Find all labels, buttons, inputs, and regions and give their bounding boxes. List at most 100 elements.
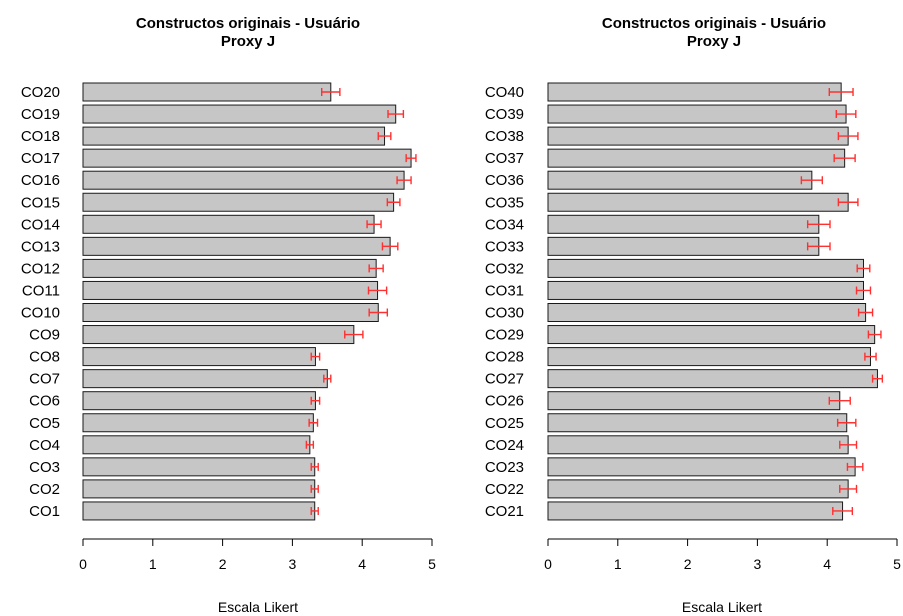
chart-title-line2: Proxy J — [221, 33, 275, 50]
category-label: CO3 — [29, 459, 60, 476]
error-bar-co21 — [832, 506, 854, 515]
category-label: CO17 — [21, 150, 60, 167]
error-bar-co13 — [381, 242, 399, 251]
error-bar-co7 — [323, 374, 332, 383]
error-bar-co26 — [828, 396, 851, 405]
category-label: CO22 — [485, 481, 524, 498]
category-label: CO28 — [485, 349, 524, 366]
bar-co34 — [547, 214, 820, 234]
error-bar-co25 — [836, 418, 857, 427]
bar-co11 — [82, 280, 379, 300]
bar-co17 — [82, 148, 412, 168]
category-label: CO39 — [485, 106, 524, 123]
bar-co30 — [547, 303, 867, 322]
bar-co18 — [82, 126, 386, 146]
bar-co36 — [547, 170, 813, 190]
x-axis-label: Escala Likert — [218, 599, 298, 615]
category-label: CO13 — [21, 238, 60, 255]
bar-co27 — [547, 369, 878, 389]
error-bar-co5 — [308, 418, 319, 427]
bar-co28 — [547, 347, 871, 367]
error-bar-co18 — [377, 132, 392, 141]
bar-co32 — [547, 258, 864, 278]
chart-title-line1: Constructos originais - Usuário — [602, 15, 826, 32]
bar-co9 — [82, 325, 355, 345]
bar-co24 — [547, 435, 849, 455]
error-bar-co16 — [396, 176, 412, 185]
error-bar-co2 — [310, 484, 319, 493]
category-label: CO30 — [485, 305, 524, 322]
error-bar-co27 — [871, 374, 884, 383]
category-label: CO34 — [485, 216, 524, 233]
error-bar-co39 — [835, 110, 857, 119]
category-label: CO8 — [29, 349, 60, 366]
error-bar-co32 — [856, 264, 871, 273]
category-label: CO32 — [485, 260, 524, 277]
bar-co20 — [82, 82, 332, 102]
x-tick-label: 1 — [614, 556, 622, 572]
bar-co12 — [82, 258, 377, 278]
error-bar-co6 — [310, 396, 321, 405]
category-label: CO40 — [485, 84, 524, 101]
x-tick-label: 2 — [684, 556, 692, 572]
category-label: CO24 — [485, 437, 524, 454]
category-label: CO21 — [485, 503, 524, 520]
category-label: CO1 — [29, 503, 60, 520]
bar-co19 — [82, 104, 397, 124]
error-bar-co37 — [833, 154, 856, 163]
category-label: CO26 — [485, 393, 524, 410]
category-label: CO23 — [485, 459, 524, 476]
bar-co1 — [82, 501, 316, 521]
bar-co29 — [547, 325, 876, 345]
x-tick-label: 0 — [79, 556, 87, 572]
error-bar-co19 — [387, 110, 405, 119]
bar-co13 — [82, 236, 391, 256]
error-bar-co8 — [310, 352, 321, 361]
category-label: CO35 — [485, 194, 524, 211]
bar-co26 — [547, 391, 841, 411]
category-label: CO15 — [21, 194, 60, 211]
category-label: CO14 — [21, 216, 60, 233]
category-label: CO38 — [485, 128, 524, 145]
error-bar-co35 — [837, 198, 859, 207]
chart-title-line2: Proxy J — [687, 33, 741, 50]
bar-co23 — [547, 457, 856, 477]
error-bar-co34 — [806, 220, 831, 229]
category-label: CO4 — [29, 437, 60, 454]
bar-co25 — [547, 413, 848, 433]
error-bar-co33 — [806, 242, 831, 251]
category-label: CO33 — [485, 238, 524, 255]
error-bar-co10 — [368, 308, 389, 317]
category-label: CO9 — [29, 327, 60, 344]
bar-co14 — [82, 214, 375, 234]
error-bar-co1 — [310, 506, 319, 515]
x-tick-label: 0 — [544, 556, 552, 572]
category-label: CO29 — [485, 327, 524, 344]
x-tick-label: 4 — [358, 556, 366, 572]
category-label: CO18 — [21, 128, 60, 145]
error-bar-co23 — [846, 462, 864, 471]
error-bar-co31 — [855, 286, 872, 295]
error-bar-co3 — [310, 462, 319, 471]
error-bar-co40 — [828, 88, 854, 96]
error-bar-co38 — [837, 132, 859, 141]
bar-co5 — [82, 413, 314, 433]
category-label: CO6 — [29, 393, 60, 410]
category-label: CO20 — [21, 84, 60, 101]
x-tick-label: 5 — [428, 556, 436, 572]
bar-co39 — [547, 104, 847, 124]
category-label: CO5 — [29, 415, 60, 432]
category-label: CO7 — [29, 371, 60, 388]
error-bar-co15 — [386, 198, 401, 207]
category-label: CO31 — [485, 282, 524, 299]
category-label: CO11 — [22, 282, 60, 299]
error-bar-co30 — [857, 308, 874, 317]
x-tick-label: 5 — [893, 556, 901, 572]
bar-co2 — [82, 479, 316, 499]
category-label: CO19 — [21, 106, 60, 123]
error-bar-co29 — [867, 330, 882, 339]
x-tick-label: 3 — [289, 556, 297, 572]
chart-title-line1: Constructos originais - Usuário — [136, 15, 360, 32]
error-bar-co24 — [839, 440, 858, 449]
